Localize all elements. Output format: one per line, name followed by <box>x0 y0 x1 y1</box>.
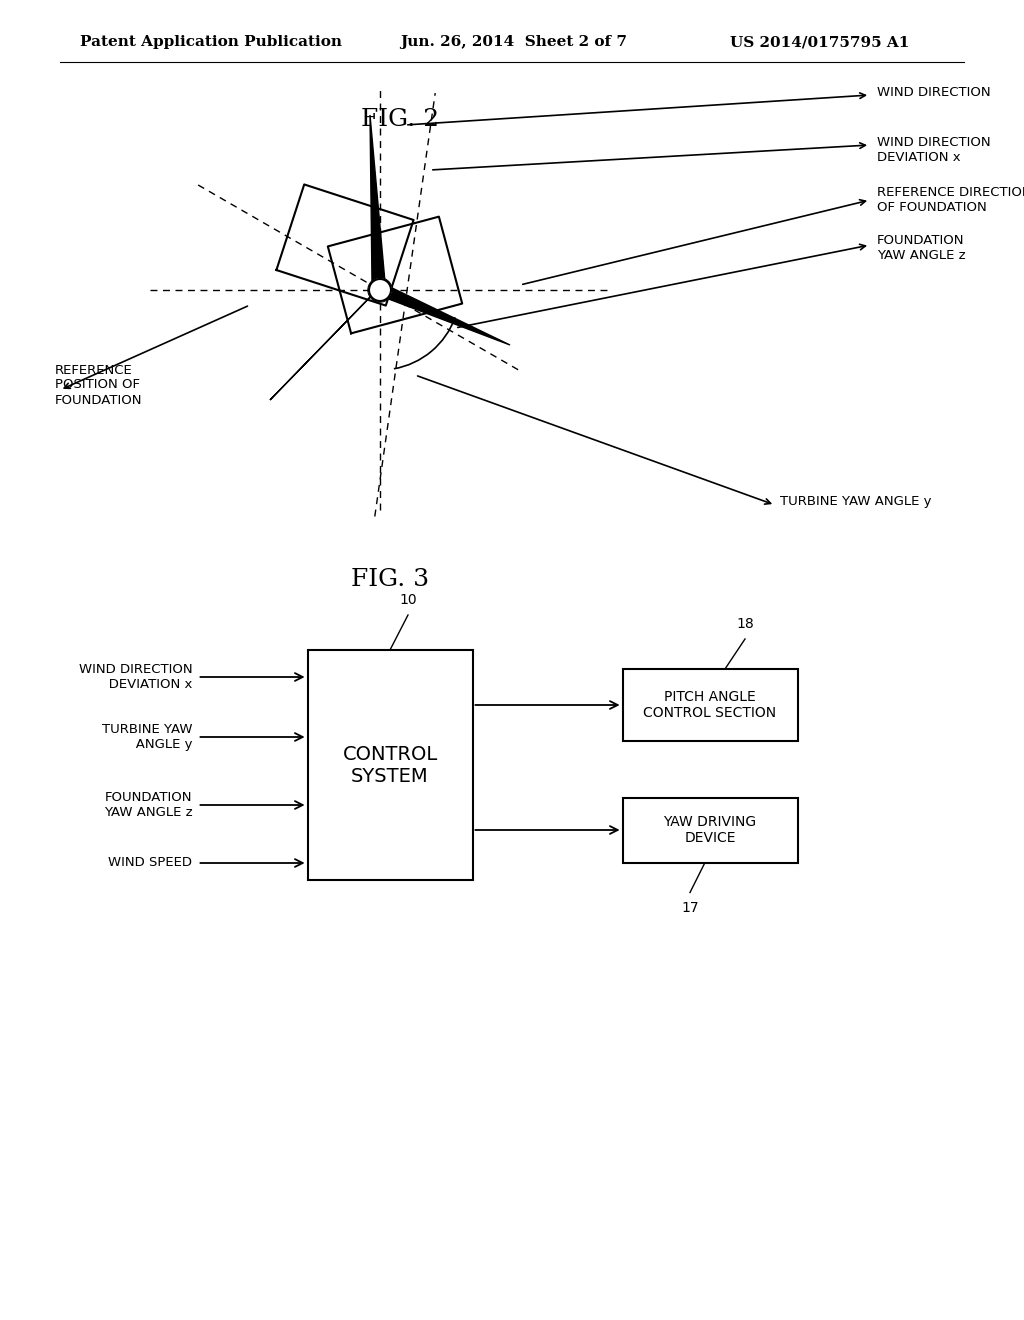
Bar <box>623 797 798 862</box>
Polygon shape <box>270 285 382 400</box>
Text: CONTROL
SYSTEM: CONTROL SYSTEM <box>342 744 437 785</box>
Text: US 2014/0175795 A1: US 2014/0175795 A1 <box>730 36 909 49</box>
Bar <box>307 649 472 880</box>
Text: WIND SPEED: WIND SPEED <box>109 857 193 870</box>
Text: YAW DRIVING
DEVICE: YAW DRIVING DEVICE <box>664 814 757 845</box>
Text: WIND DIRECTION: WIND DIRECTION <box>877 86 990 99</box>
Text: Jun. 26, 2014  Sheet 2 of 7: Jun. 26, 2014 Sheet 2 of 7 <box>400 36 627 49</box>
Circle shape <box>368 279 392 302</box>
Circle shape <box>369 279 391 301</box>
Text: REFERENCE
POSITION OF
FOUNDATION: REFERENCE POSITION OF FOUNDATION <box>55 363 142 407</box>
Text: Patent Application Publication: Patent Application Publication <box>80 36 342 49</box>
Text: 10: 10 <box>399 593 417 607</box>
Polygon shape <box>386 285 510 345</box>
Text: REFERENCE DIRECTION
OF FOUNDATION: REFERENCE DIRECTION OF FOUNDATION <box>877 186 1024 214</box>
Text: WIND DIRECTION
   DEVIATION x: WIND DIRECTION DEVIATION x <box>79 663 193 690</box>
Text: FIG. 2: FIG. 2 <box>360 108 439 132</box>
Text: 17: 17 <box>681 900 698 915</box>
Text: FIG. 3: FIG. 3 <box>351 569 429 591</box>
Text: FOUNDATION
YAW ANGLE z: FOUNDATION YAW ANGLE z <box>103 791 193 818</box>
Text: 18: 18 <box>736 616 754 631</box>
Text: TURBINE YAW ANGLE y: TURBINE YAW ANGLE y <box>780 495 932 508</box>
Text: TURBINE YAW
   ANGLE y: TURBINE YAW ANGLE y <box>102 723 193 751</box>
Text: PITCH ANGLE
CONTROL SECTION: PITCH ANGLE CONTROL SECTION <box>643 690 776 721</box>
Text: WIND DIRECTION
DEVIATION x: WIND DIRECTION DEVIATION x <box>877 136 990 164</box>
Bar <box>623 669 798 741</box>
Polygon shape <box>370 115 385 282</box>
Text: FOUNDATION
YAW ANGLE z: FOUNDATION YAW ANGLE z <box>877 234 966 261</box>
